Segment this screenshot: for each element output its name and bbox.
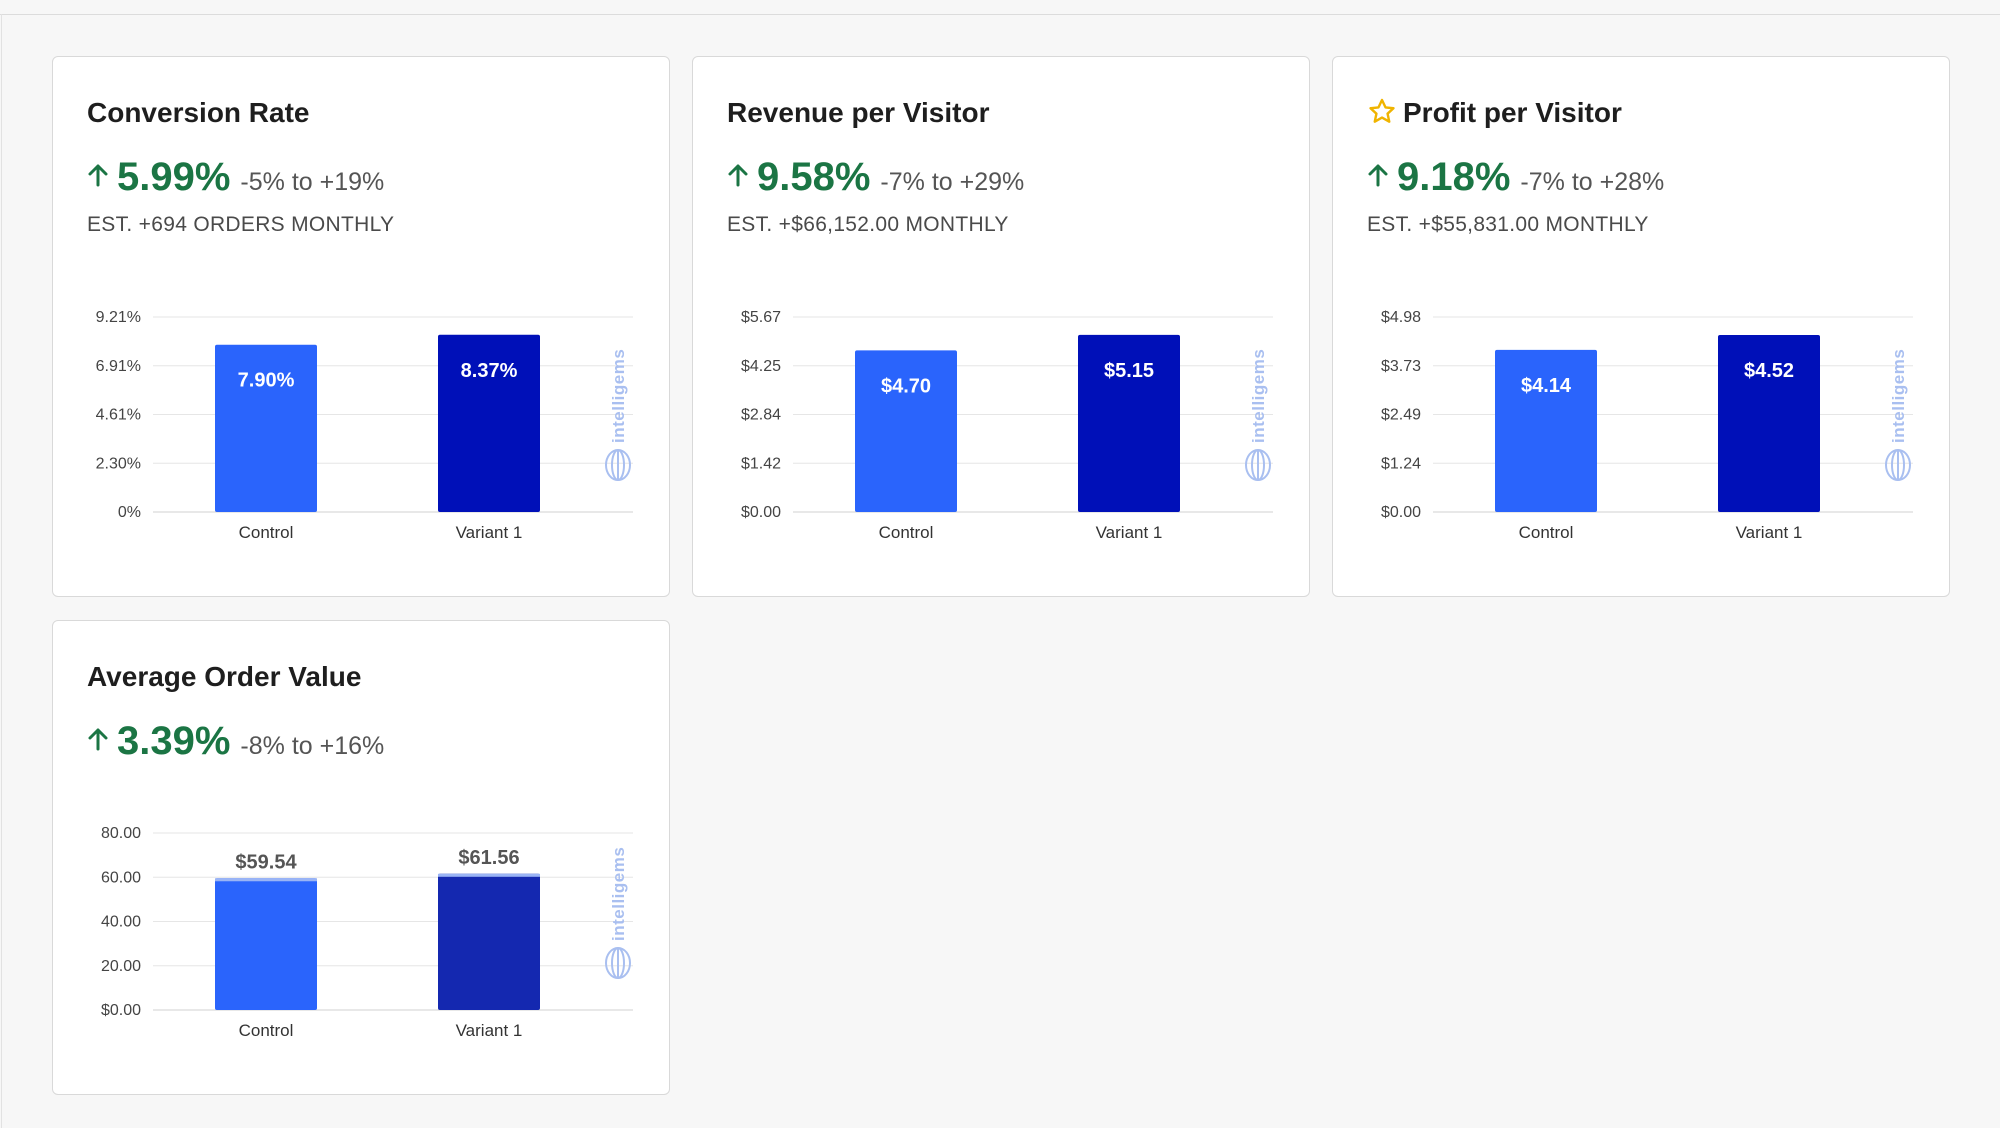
y-tick-label: $1.24 <box>1381 455 1421 472</box>
y-tick-label: 6.91% <box>96 358 141 375</box>
bar-chart-revenue-per-visitor: $0.00 $1.42 $2.84 $4.25 $5.67 $4.70 Control $5.… <box>741 309 1273 542</box>
y-tick-label: 20.00 <box>101 958 141 975</box>
bar-cap <box>215 878 317 882</box>
metric-card-conversion-rate: Conversion Rate 5.99% -5% to +19% EST. +… <box>52 56 670 597</box>
y-tick-label: $4.98 <box>1381 309 1421 326</box>
star-icon[interactable] <box>1367 97 1397 133</box>
lift-range: -7% to +29% <box>880 168 1025 196</box>
x-category-label: Control <box>239 1021 294 1040</box>
metric-card-profit-per-visitor: Profit per Visitor 9.18% -7% to +28% EST… <box>1332 56 1950 597</box>
lift-range: -7% to +28% <box>1520 168 1665 196</box>
estimate-text: EST. +$55,831.00 MONTHLY <box>1367 213 1649 236</box>
y-tick-label: $0.00 <box>1381 504 1421 521</box>
intelligems-logo-icon <box>1245 449 1271 481</box>
left-divider <box>1 14 2 1128</box>
bar-data-label: $4.52 <box>1744 360 1794 382</box>
bar-control[interactable] <box>855 350 957 512</box>
bar-control[interactable] <box>1495 349 1597 512</box>
lift-range: -5% to +19% <box>240 168 385 196</box>
top-divider <box>0 14 2000 15</box>
lift-row: 9.18% -7% to +28% <box>1367 155 1664 200</box>
lift-row: 9.58% -7% to +29% <box>727 155 1024 200</box>
x-category-label: Variant 1 <box>456 523 523 542</box>
x-category-label: Variant 1 <box>1736 523 1803 542</box>
bar-variant-1[interactable] <box>438 873 540 1010</box>
x-category-label: Variant 1 <box>1096 523 1163 542</box>
intelligems-logo-icon <box>605 449 631 481</box>
y-tick-label: 0% <box>118 504 141 521</box>
y-tick-label: $2.84 <box>741 407 781 424</box>
bar-control[interactable] <box>215 878 317 1010</box>
watermark-text: intelligems <box>609 847 628 941</box>
y-tick-label: $5.67 <box>741 309 781 326</box>
lift-value: 9.18% <box>1397 155 1511 199</box>
y-tick-label: $2.49 <box>1381 407 1421 424</box>
lift-row: 3.39% -8% to +16% <box>87 719 384 764</box>
x-category-label: Control <box>879 523 934 542</box>
bar-variant-1[interactable] <box>1078 334 1180 512</box>
lift-value: 3.39% <box>117 719 231 763</box>
x-category-label: Variant 1 <box>456 1021 523 1040</box>
bar-variant-1[interactable] <box>1718 335 1820 512</box>
watermark-text: intelligems <box>1249 349 1268 443</box>
y-tick-label: 4.61% <box>96 407 141 424</box>
y-tick-label: $4.25 <box>741 358 781 375</box>
arrow-up-icon <box>727 163 749 192</box>
y-tick-label: 40.00 <box>101 914 141 931</box>
y-tick-label: 9.21% <box>96 309 141 326</box>
bar-data-label: $59.54 <box>235 851 297 873</box>
bar-data-label: 8.37% <box>461 360 518 382</box>
card-title: Profit per Visitor <box>1367 97 1622 133</box>
card-title: Average Order Value <box>87 661 362 692</box>
y-tick-label: $0.00 <box>741 504 781 521</box>
bar-data-label: 7.90% <box>238 370 295 392</box>
lift-value: 9.58% <box>757 155 871 199</box>
intelligems-logo-icon <box>605 947 631 979</box>
bar-variant-1[interactable] <box>438 334 540 512</box>
bar-chart-profit-per-visitor: $0.00 $1.24 $2.49 $3.73 $4.98 $4.14 Control $4.… <box>1381 309 1913 542</box>
bar-chart-conversion-rate: 0% 2.30% 4.61% 6.91% 9.21% 7.90% Control 8.37% V… <box>96 309 633 542</box>
lift-row: 5.99% -5% to +19% <box>87 155 384 200</box>
y-tick-label: 2.30% <box>96 455 141 472</box>
arrow-up-icon <box>87 727 109 756</box>
arrow-up-icon <box>1367 163 1389 192</box>
bar-control[interactable] <box>215 344 317 512</box>
metric-card-average-order-value: Average Order Value 3.39% -8% to +16% $0… <box>52 620 670 1095</box>
x-category-label: Control <box>239 523 294 542</box>
card-title: Conversion Rate <box>87 97 310 128</box>
watermark-text: intelligems <box>1889 349 1908 443</box>
intelligems-logo-icon <box>1885 449 1911 481</box>
lift-value: 5.99% <box>117 155 231 199</box>
y-tick-label: $0.00 <box>101 1002 141 1019</box>
y-tick-label: 80.00 <box>101 825 141 842</box>
watermark-text: intelligems <box>609 349 628 443</box>
metric-card-revenue-per-visitor: Revenue per Visitor 9.58% -7% to +29% ES… <box>692 56 1310 597</box>
y-tick-label: $3.73 <box>1381 358 1421 375</box>
y-tick-label: 60.00 <box>101 869 141 886</box>
bar-data-label: $4.14 <box>1521 375 1572 397</box>
lift-range: -8% to +16% <box>240 732 385 760</box>
arrow-up-icon <box>87 163 109 192</box>
estimate-text: EST. +694 ORDERS MONTHLY <box>87 213 395 236</box>
bar-chart-average-order-value: $0.00 20.00 40.00 60.00 80.00 $59.54 Control $6… <box>101 825 633 1040</box>
y-tick-label: $1.42 <box>741 455 781 472</box>
card-title: Revenue per Visitor <box>727 97 990 128</box>
bar-data-label: $4.70 <box>881 375 931 397</box>
bar-cap <box>438 873 540 877</box>
bar-data-label: $5.15 <box>1104 360 1154 382</box>
x-category-label: Control <box>1519 523 1574 542</box>
estimate-text: EST. +$66,152.00 MONTHLY <box>727 213 1009 236</box>
bar-data-label: $61.56 <box>458 847 519 869</box>
